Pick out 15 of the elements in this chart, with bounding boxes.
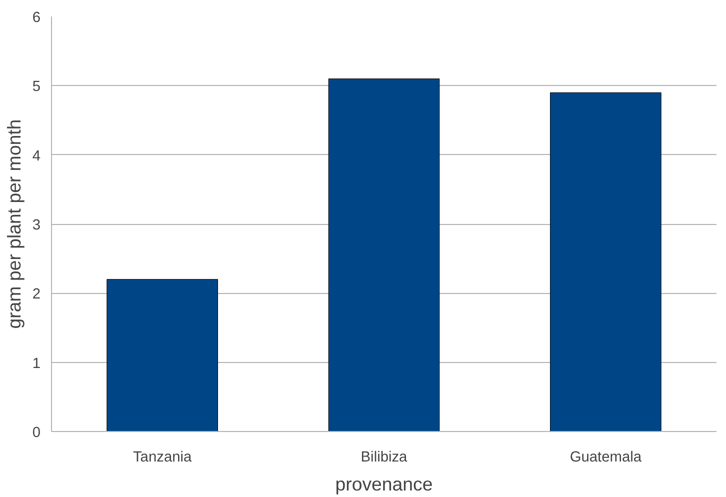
x-tick-label: Bilibiza: [360, 450, 408, 466]
x-axis-title: provenance: [335, 474, 433, 494]
y-tick-label: 0: [32, 425, 41, 441]
x-tick-label: Tanzania: [133, 450, 193, 466]
y-tick-label: 5: [32, 79, 41, 96]
y-tick-label: 4: [32, 148, 41, 164]
y-tick-label: 3: [32, 218, 41, 234]
y-tick-label: 1: [32, 356, 41, 372]
y-axis-title: gram per plant per month: [3, 119, 24, 329]
bar: [328, 78, 440, 432]
x-tick-label: Guatemala: [570, 450, 642, 466]
bar: [550, 92, 662, 432]
y-tick-label: 6: [32, 10, 41, 26]
bar: [106, 279, 218, 432]
y-tick-label: 2: [32, 286, 41, 303]
